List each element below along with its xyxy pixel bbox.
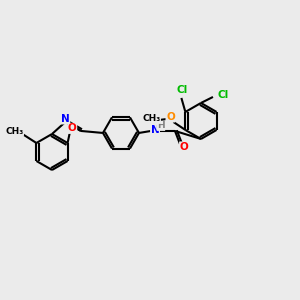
- Text: CH₃: CH₃: [5, 127, 23, 136]
- Text: O: O: [166, 112, 175, 122]
- Text: CH₃: CH₃: [142, 115, 160, 124]
- Text: H: H: [157, 122, 165, 130]
- Text: N: N: [61, 114, 70, 124]
- Text: O: O: [180, 142, 188, 152]
- Text: Cl: Cl: [217, 90, 229, 100]
- Text: Cl: Cl: [177, 85, 188, 95]
- Text: N: N: [151, 125, 159, 135]
- Text: O: O: [68, 123, 77, 134]
